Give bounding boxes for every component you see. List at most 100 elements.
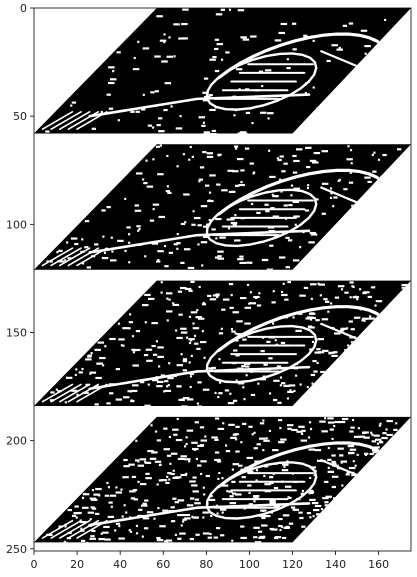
speckle xyxy=(192,322,195,325)
speckle xyxy=(334,420,341,424)
speckle xyxy=(308,326,315,329)
speckle xyxy=(217,427,225,430)
speckle xyxy=(312,359,317,363)
speckle xyxy=(98,537,105,541)
speckle xyxy=(272,215,280,218)
speckle xyxy=(210,494,213,498)
speckle xyxy=(79,520,87,524)
speckle xyxy=(108,107,114,110)
speckle xyxy=(258,70,264,73)
speckle xyxy=(108,501,113,504)
speckle xyxy=(211,366,216,369)
speckle xyxy=(321,150,329,153)
speckle xyxy=(101,209,106,212)
speckle xyxy=(261,84,264,88)
speckle xyxy=(327,446,330,450)
speckle xyxy=(206,152,214,155)
edge-stroke xyxy=(88,229,311,254)
speckle xyxy=(102,364,105,367)
speckle xyxy=(293,159,300,163)
speckle xyxy=(362,317,369,320)
speckle xyxy=(132,351,136,354)
speckle xyxy=(341,417,349,421)
speckle xyxy=(70,237,78,240)
speckle xyxy=(218,358,221,361)
speckle xyxy=(245,365,250,368)
speckle xyxy=(214,391,217,395)
speckle xyxy=(386,420,393,423)
speckle xyxy=(134,209,142,212)
speckle xyxy=(367,180,372,183)
speckle xyxy=(231,330,236,333)
speckle xyxy=(346,158,353,161)
speckle xyxy=(109,337,116,341)
speckle xyxy=(255,296,258,300)
speckle xyxy=(214,451,220,454)
edge-stroke xyxy=(41,111,74,130)
speckle xyxy=(235,438,238,441)
speckle xyxy=(139,458,147,461)
speckle xyxy=(156,439,162,442)
speckle xyxy=(228,283,234,286)
speckle xyxy=(348,22,354,25)
speckle xyxy=(104,538,111,541)
speckle xyxy=(369,452,374,456)
speckle xyxy=(314,351,321,354)
speckle xyxy=(209,298,217,301)
speckle xyxy=(217,153,222,156)
speckle xyxy=(136,225,141,228)
speckle xyxy=(204,435,207,438)
speckle xyxy=(150,424,153,427)
speckle xyxy=(202,91,209,94)
speckle xyxy=(312,508,320,512)
speckle xyxy=(292,259,300,262)
speckle xyxy=(81,496,85,500)
speckle xyxy=(173,55,176,58)
speckle xyxy=(263,465,269,468)
speckle xyxy=(194,448,197,451)
speckle xyxy=(350,426,355,429)
speckle xyxy=(385,428,388,431)
speckle xyxy=(253,496,258,499)
speckle xyxy=(247,470,254,473)
speckle xyxy=(214,69,220,73)
speckle xyxy=(269,501,276,505)
speckle xyxy=(132,384,139,387)
speckle xyxy=(323,298,328,301)
speckle xyxy=(91,498,98,501)
speckle xyxy=(128,321,134,324)
speckle xyxy=(217,257,225,260)
speckle xyxy=(215,293,220,296)
y-tick-label: 100 xyxy=(6,218,27,231)
x-tick-label: 140 xyxy=(325,558,346,571)
speckle xyxy=(299,294,306,297)
speckle xyxy=(327,421,335,424)
speckle xyxy=(200,439,208,442)
speckle xyxy=(64,525,67,528)
speckle xyxy=(351,474,358,477)
speckle xyxy=(202,99,210,102)
speckle xyxy=(353,316,361,319)
speckle xyxy=(144,321,147,324)
speckle xyxy=(315,319,320,322)
plot-area xyxy=(34,8,411,543)
speckle xyxy=(130,110,135,113)
speckle xyxy=(198,180,201,183)
speckle xyxy=(232,433,238,436)
speckle xyxy=(222,422,225,425)
speckle xyxy=(281,469,289,472)
speckle xyxy=(249,302,257,305)
speckle xyxy=(288,280,291,284)
speckle xyxy=(295,374,298,377)
y-tick-label: 150 xyxy=(6,327,27,340)
speckle xyxy=(196,402,200,405)
speckle xyxy=(151,344,156,348)
speckle xyxy=(253,431,256,434)
speckle xyxy=(341,484,344,487)
speckle xyxy=(168,362,171,365)
speckle xyxy=(378,441,384,444)
speckle xyxy=(140,504,148,507)
speckle xyxy=(80,527,83,530)
speckle xyxy=(142,47,150,50)
speckle xyxy=(369,315,372,318)
